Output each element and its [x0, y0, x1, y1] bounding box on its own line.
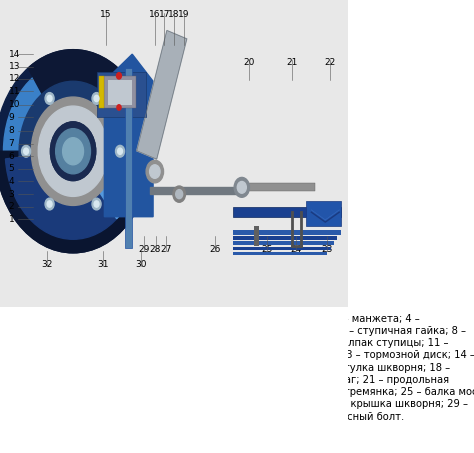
Bar — [104, 76, 136, 108]
Bar — [233, 252, 327, 255]
Text: 19: 19 — [178, 10, 190, 19]
Circle shape — [55, 129, 91, 174]
Circle shape — [55, 129, 91, 174]
Bar — [233, 207, 341, 217]
Polygon shape — [104, 54, 153, 217]
Text: 8: 8 — [9, 126, 14, 135]
Bar — [0, 0, 348, 307]
Polygon shape — [150, 181, 244, 194]
Circle shape — [173, 186, 185, 202]
Circle shape — [94, 201, 99, 207]
Bar — [242, 183, 315, 192]
Circle shape — [118, 148, 122, 154]
Text: Передняя ось: 1 – гайка крепления колеса; 2 – колпак колеса; 3 – манжета; 4 –
ди: Передняя ось: 1 – гайка крепления колеса… — [3, 314, 474, 422]
Text: 17: 17 — [158, 10, 170, 19]
Circle shape — [38, 106, 108, 197]
Circle shape — [117, 72, 121, 79]
Circle shape — [45, 198, 54, 210]
Circle shape — [92, 198, 101, 210]
Text: 1: 1 — [9, 215, 14, 224]
Text: 12: 12 — [9, 74, 20, 83]
Bar — [233, 246, 330, 250]
Bar — [125, 67, 132, 248]
Text: 24: 24 — [291, 245, 302, 254]
Bar — [233, 230, 341, 235]
Text: 4: 4 — [9, 177, 14, 186]
Bar — [99, 76, 104, 108]
Text: 16: 16 — [149, 10, 161, 19]
Circle shape — [237, 182, 246, 193]
Text: 28: 28 — [150, 245, 161, 254]
Circle shape — [94, 95, 99, 101]
Text: 23: 23 — [321, 245, 333, 254]
Circle shape — [116, 145, 125, 157]
Text: 30: 30 — [135, 260, 146, 269]
Wedge shape — [73, 84, 141, 219]
Text: 15: 15 — [100, 10, 112, 19]
Bar — [98, 72, 146, 117]
Bar — [233, 241, 334, 245]
Circle shape — [45, 92, 54, 104]
Text: 9: 9 — [9, 113, 14, 122]
Circle shape — [47, 201, 52, 207]
Text: 31: 31 — [97, 260, 109, 269]
Text: 6: 6 — [9, 152, 14, 161]
Text: 5: 5 — [9, 164, 14, 173]
Text: 3: 3 — [9, 190, 14, 198]
Text: 2: 2 — [9, 202, 14, 211]
Text: 26: 26 — [210, 245, 221, 254]
Text: 22: 22 — [324, 58, 336, 67]
Circle shape — [92, 92, 101, 104]
Circle shape — [0, 50, 151, 253]
Text: 7: 7 — [9, 139, 14, 148]
Circle shape — [146, 160, 164, 183]
Text: 27: 27 — [160, 245, 171, 254]
Bar — [306, 201, 341, 226]
Circle shape — [31, 97, 115, 205]
Circle shape — [3, 61, 143, 241]
Text: 25: 25 — [261, 245, 273, 254]
Circle shape — [63, 138, 83, 165]
Circle shape — [47, 95, 52, 101]
Circle shape — [117, 105, 121, 110]
Text: 18: 18 — [168, 10, 180, 19]
Wedge shape — [28, 50, 118, 151]
Circle shape — [50, 122, 96, 181]
Text: 32: 32 — [41, 260, 53, 269]
Text: 13: 13 — [9, 63, 20, 71]
Bar — [233, 236, 337, 240]
Circle shape — [150, 165, 160, 178]
Polygon shape — [137, 30, 187, 159]
Circle shape — [24, 148, 28, 154]
Bar — [108, 80, 132, 105]
Circle shape — [50, 122, 96, 181]
Text: 20: 20 — [243, 58, 255, 67]
Bar — [0, 307, 348, 452]
Text: 10: 10 — [9, 100, 20, 109]
Bar — [254, 226, 259, 246]
Text: 11: 11 — [9, 87, 20, 96]
Circle shape — [234, 178, 249, 198]
Text: 29: 29 — [139, 245, 150, 254]
Text: 21: 21 — [286, 58, 297, 67]
Circle shape — [176, 190, 182, 199]
Wedge shape — [0, 151, 151, 253]
Wedge shape — [6, 151, 141, 239]
Circle shape — [19, 81, 127, 221]
Text: 14: 14 — [9, 50, 20, 59]
Circle shape — [22, 145, 31, 157]
